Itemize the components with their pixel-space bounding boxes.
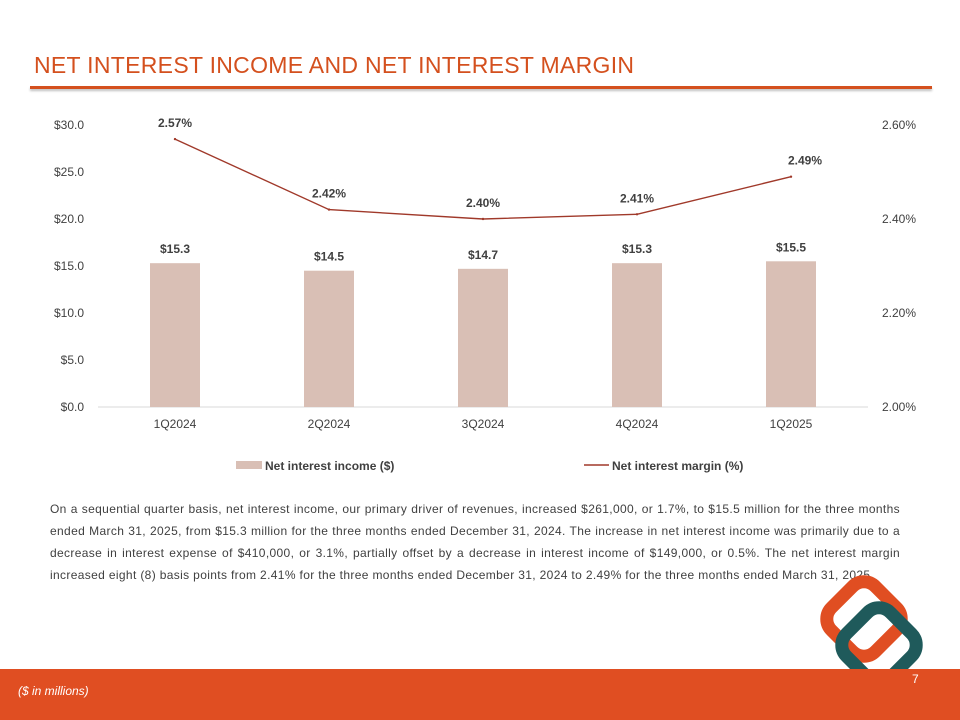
y-right-tick-label: 2.00% bbox=[882, 400, 916, 414]
page-title: NET INTEREST INCOME AND NET INTEREST MAR… bbox=[34, 52, 635, 78]
units-footnote: ($ in millions) bbox=[18, 684, 89, 698]
title-underline bbox=[30, 86, 932, 89]
margin-point bbox=[173, 137, 177, 141]
y-left-tick-label: $15.0 bbox=[54, 259, 84, 273]
y-right-tick-label: 2.40% bbox=[882, 212, 916, 226]
bar bbox=[766, 261, 816, 407]
bar-data-label: $15.3 bbox=[160, 242, 190, 256]
y-left-tick-label: $30.0 bbox=[54, 118, 84, 132]
y-left-tick-label: $20.0 bbox=[54, 212, 84, 226]
y-right-tick-label: 2.60% bbox=[882, 118, 916, 132]
bar bbox=[150, 263, 200, 407]
line-data-label: 2.40% bbox=[466, 196, 500, 210]
y-left-tick-label: $10.0 bbox=[54, 306, 84, 320]
company-logo bbox=[820, 575, 923, 689]
bar bbox=[458, 268, 508, 407]
y-right-tick-label: 2.20% bbox=[882, 306, 916, 320]
commentary-paragraph: On a sequential quarter basis, net inter… bbox=[50, 502, 900, 582]
margin-point bbox=[635, 213, 639, 216]
page-number: 7 bbox=[912, 672, 919, 686]
x-category-label: 4Q2024 bbox=[616, 417, 659, 431]
y-left-tick-label: $25.0 bbox=[54, 165, 84, 179]
line-data-label: 2.49% bbox=[788, 154, 822, 168]
y-left-tick-label: $5.0 bbox=[61, 353, 85, 367]
margin-point bbox=[789, 175, 793, 178]
line-data-label: 2.42% bbox=[312, 187, 346, 201]
bar bbox=[304, 270, 354, 407]
x-category-label: 2Q2024 bbox=[308, 417, 351, 431]
x-category-label: 1Q2025 bbox=[770, 417, 813, 431]
legend-label-line: Net interest margin (%) bbox=[612, 459, 743, 473]
line-data-label: 2.41% bbox=[620, 191, 654, 205]
bar-data-label: $15.3 bbox=[622, 242, 652, 256]
bar bbox=[612, 263, 662, 407]
footer-bar bbox=[0, 669, 960, 720]
bar-data-label: $14.5 bbox=[314, 250, 344, 264]
legend-swatch-bar bbox=[236, 461, 262, 469]
combo-chart: $0.0 $5.0 $10.0 $15.0 $20.0 $25.0 $30.0 2.00% 2.… bbox=[54, 116, 916, 473]
margin-point bbox=[327, 208, 331, 211]
bar-data-label: $14.7 bbox=[468, 248, 498, 262]
legend-label-bar: Net interest income ($) bbox=[265, 459, 394, 473]
logo-teal-diamond bbox=[835, 601, 923, 689]
x-category-label: 1Q2024 bbox=[154, 417, 197, 431]
y-left-tick-label: $0.0 bbox=[61, 400, 85, 414]
x-category-label: 3Q2024 bbox=[462, 417, 505, 431]
bar-data-label: $15.5 bbox=[776, 240, 806, 254]
margin-point bbox=[481, 217, 485, 221]
line-data-label: 2.57% bbox=[158, 116, 192, 130]
